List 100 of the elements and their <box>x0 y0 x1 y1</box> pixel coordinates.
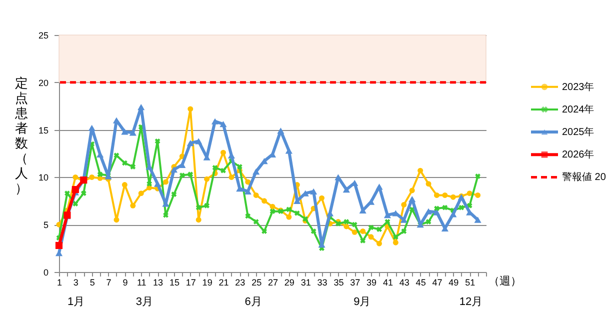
y-tick-label: 25 <box>38 30 48 40</box>
point <box>130 164 136 170</box>
text: 9月 <box>354 296 371 308</box>
x-tick-label: 11 <box>136 278 146 288</box>
point <box>392 240 398 246</box>
point <box>466 190 472 196</box>
point <box>310 228 316 234</box>
point <box>294 210 300 216</box>
point <box>130 202 136 208</box>
point <box>220 121 227 128</box>
point <box>409 188 415 194</box>
point <box>376 240 382 246</box>
point <box>360 238 366 244</box>
point <box>376 226 382 232</box>
x-tick-label: 43 <box>399 278 410 288</box>
point <box>424 208 432 214</box>
point <box>442 192 448 198</box>
point <box>286 214 292 220</box>
point <box>286 206 292 212</box>
point <box>170 166 178 173</box>
point <box>72 201 78 206</box>
legend-label: 警報値 20 <box>562 171 606 184</box>
x-tick-label: 33 <box>317 278 328 288</box>
point <box>450 194 456 200</box>
point <box>195 138 202 144</box>
point <box>401 228 407 234</box>
legend-label: 2024年 <box>562 103 594 116</box>
point <box>458 204 464 210</box>
point <box>262 228 267 234</box>
text: 1月 <box>68 296 85 308</box>
point <box>154 138 160 144</box>
x-tick-label: 7 <box>106 278 112 288</box>
point <box>426 219 432 224</box>
y-tick-label: 15 <box>38 125 48 136</box>
point <box>426 181 432 187</box>
x-tick-label: 47 <box>432 278 442 288</box>
point <box>285 148 292 154</box>
point <box>186 140 194 146</box>
point <box>138 190 144 196</box>
point <box>270 204 276 210</box>
point <box>80 190 86 196</box>
legend-label: 2025年 <box>562 126 594 138</box>
point <box>64 190 70 196</box>
point <box>408 196 416 202</box>
x-axis-title: （週） <box>488 276 522 288</box>
point <box>392 234 398 240</box>
x-tick-label: 3 <box>73 278 78 288</box>
point <box>196 217 202 223</box>
x-tick-label: 37 <box>350 278 360 288</box>
point <box>475 174 480 179</box>
legend-label: 2026年 <box>562 148 594 161</box>
point <box>154 180 162 187</box>
point <box>146 181 152 187</box>
point <box>244 188 252 194</box>
point <box>442 204 448 210</box>
point <box>55 242 63 249</box>
x-tick-label: 1 <box>56 278 62 288</box>
y-tick-label: 0 <box>43 268 48 278</box>
x-tick-label: 49 <box>448 278 459 288</box>
x-tick-label: 51 <box>465 278 476 288</box>
point <box>220 150 226 156</box>
point <box>270 208 276 214</box>
y-tick-label: 20 <box>38 78 48 88</box>
point <box>163 212 168 218</box>
x-tick-label: 25 <box>252 278 262 288</box>
x-tick-label: 45 <box>416 278 426 288</box>
y-tick-label: 10 <box>38 172 48 183</box>
point <box>236 164 242 170</box>
point <box>342 186 350 193</box>
x-tick-label: 21 <box>218 278 229 288</box>
point <box>418 168 424 174</box>
y-axis-title: 定点患者数（人） <box>14 76 28 196</box>
point <box>344 219 350 224</box>
point <box>360 228 366 234</box>
point <box>88 124 96 131</box>
point <box>368 234 374 240</box>
point <box>352 229 358 235</box>
point <box>121 128 128 135</box>
x-tick-label: 23 <box>235 278 246 288</box>
point <box>262 198 268 204</box>
point <box>252 168 260 175</box>
text: 12月 <box>459 296 483 308</box>
point <box>368 224 374 230</box>
x-tick-label: 31 <box>300 278 311 288</box>
point <box>97 172 103 178</box>
point <box>245 213 251 219</box>
point <box>163 179 168 185</box>
point <box>344 224 350 230</box>
point <box>384 219 390 224</box>
x-tick-label: 13 <box>153 278 164 288</box>
point <box>72 186 79 194</box>
point <box>188 172 194 178</box>
point <box>401 202 407 208</box>
point <box>138 104 145 110</box>
x-tick-label: 29 <box>284 278 294 288</box>
x-tick-label: 9 <box>122 278 128 288</box>
point <box>277 128 284 134</box>
point <box>253 219 259 224</box>
point <box>188 106 194 112</box>
point <box>171 192 177 197</box>
